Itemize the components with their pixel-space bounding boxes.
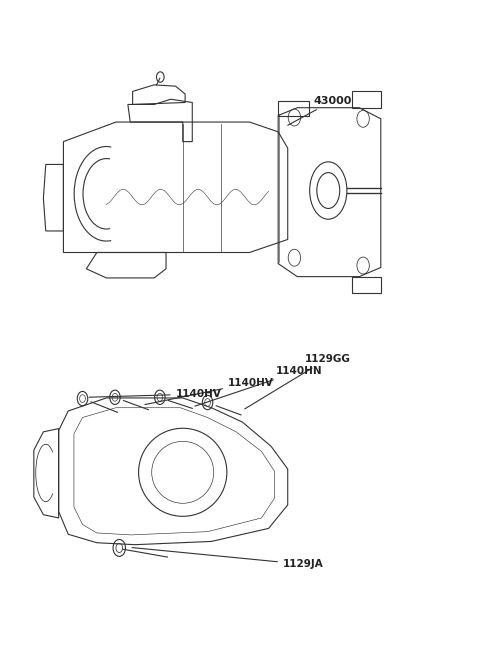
Text: 1129GG: 1129GG	[245, 354, 350, 409]
Text: 1140HN: 1140HN	[195, 366, 323, 406]
Text: 1140HV: 1140HV	[145, 378, 274, 405]
Text: 1129JA: 1129JA	[132, 548, 324, 569]
Text: 1140HV: 1140HV	[89, 389, 221, 399]
Text: 43000: 43000	[288, 96, 352, 125]
